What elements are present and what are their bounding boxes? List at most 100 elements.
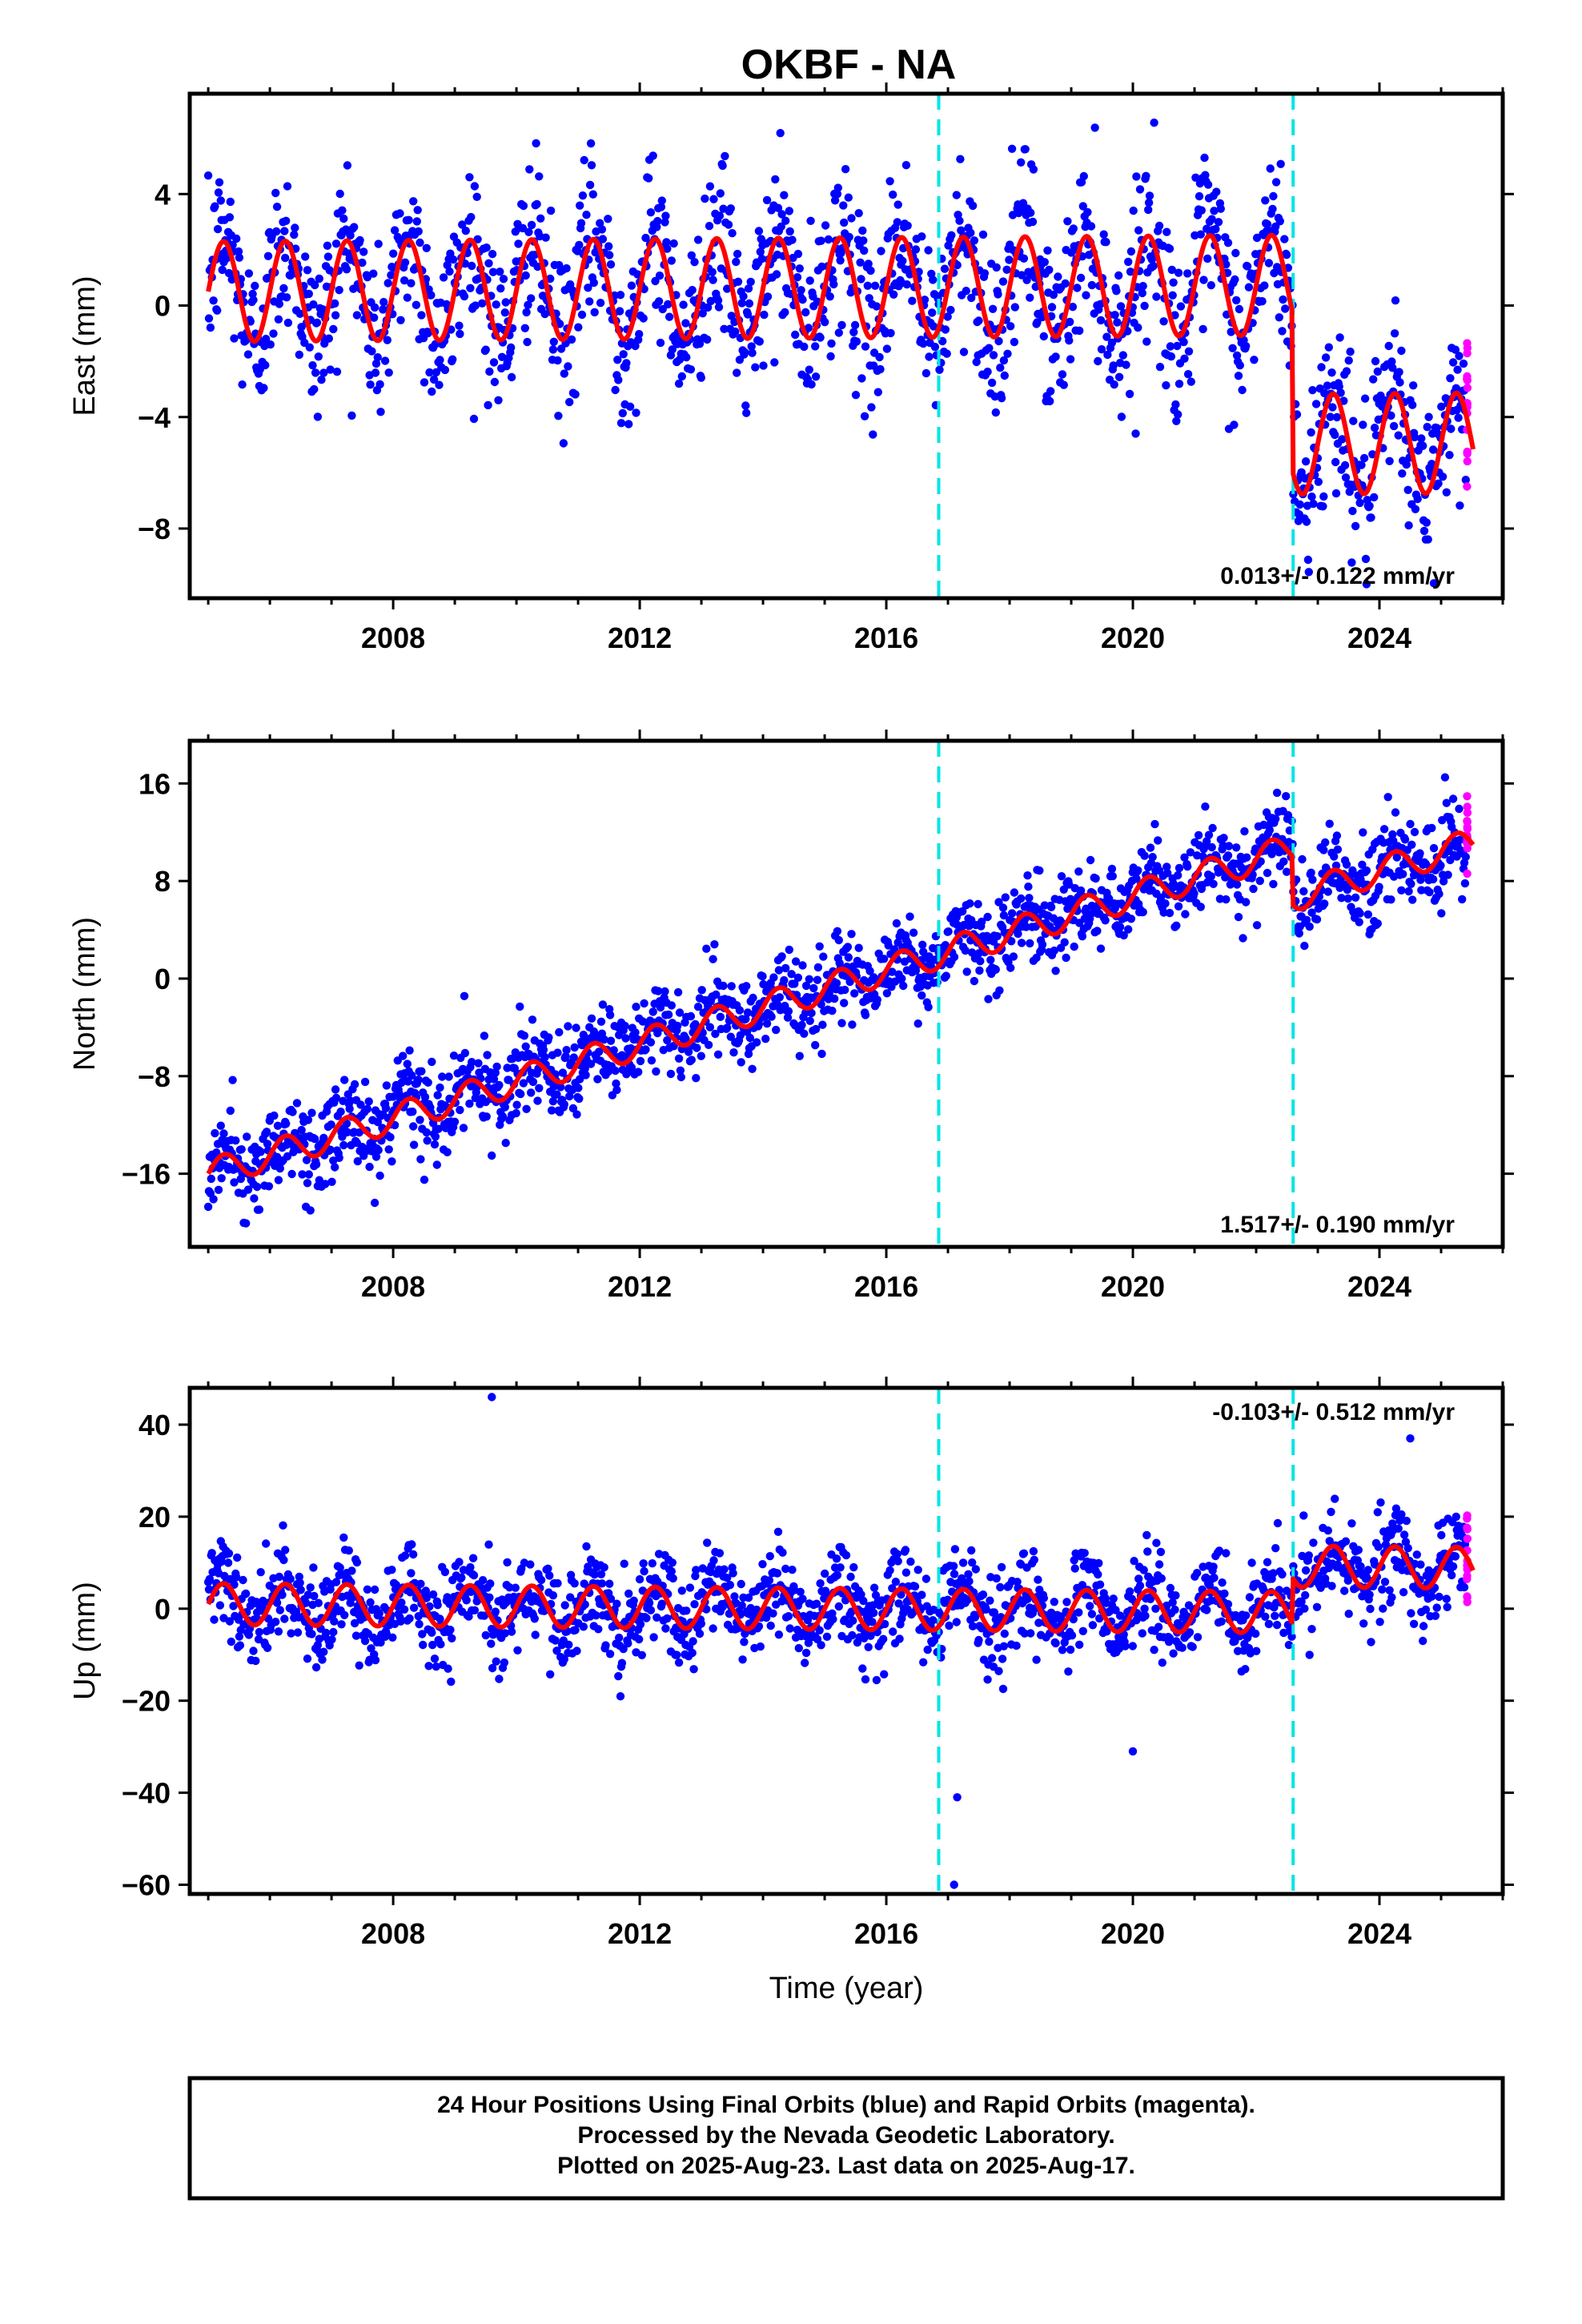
- final-orbit-point: [830, 994, 839, 1003]
- x-tick-label: 2012: [608, 621, 672, 654]
- final-orbit-point: [709, 275, 717, 284]
- final-orbit-point: [655, 271, 665, 280]
- final-orbit-point: [627, 281, 636, 290]
- final-orbit-point: [433, 1091, 442, 1100]
- final-orbit-point: [527, 220, 536, 230]
- final-orbit-point: [403, 293, 412, 302]
- final-orbit-point: [736, 1031, 745, 1039]
- final-orbit-point: [635, 1634, 644, 1644]
- final-orbit-point: [310, 384, 319, 394]
- final-orbit-point: [987, 1654, 997, 1663]
- final-orbit-point: [1075, 1640, 1084, 1649]
- final-orbit-point: [652, 1067, 661, 1076]
- final-orbit-point: [1355, 498, 1364, 508]
- final-orbit-point: [250, 1194, 259, 1203]
- final-orbit-point: [1258, 297, 1267, 306]
- final-orbit-point: [1019, 1549, 1029, 1558]
- final-orbit-point: [677, 1586, 686, 1595]
- final-orbit-point: [1344, 356, 1353, 365]
- final-orbit-point: [997, 1562, 1006, 1572]
- final-orbit-point: [1188, 1642, 1197, 1651]
- final-orbit-point: [288, 1108, 297, 1116]
- final-orbit-point: [702, 944, 711, 953]
- final-orbit-point: [230, 1178, 239, 1187]
- final-orbit-point: [1323, 381, 1332, 390]
- final-orbit-point: [648, 1007, 657, 1016]
- final-orbit-point: [841, 1550, 851, 1560]
- final-orbit-point: [646, 1038, 656, 1047]
- final-orbit-point: [1134, 323, 1142, 332]
- final-orbit-point: [234, 247, 243, 256]
- final-orbit-point: [735, 1006, 745, 1015]
- final-orbit-point: [424, 328, 432, 338]
- final-orbit-point: [436, 1640, 445, 1649]
- final-orbit-point: [1102, 332, 1111, 341]
- final-orbit-point: [379, 298, 388, 307]
- final-orbit-point: [302, 1156, 311, 1164]
- final-orbit-point: [326, 365, 335, 374]
- final-orbit-point: [513, 1646, 522, 1655]
- final-orbit-point: [1138, 907, 1147, 917]
- final-orbit-point: [308, 361, 317, 370]
- final-orbit-point: [1440, 773, 1450, 782]
- final-orbit-point: [1096, 944, 1106, 953]
- final-orbit-point: [347, 1566, 356, 1575]
- final-orbit-point: [416, 1116, 424, 1124]
- final-orbit-point: [688, 286, 697, 295]
- final-orbit-point: [546, 206, 556, 215]
- final-orbit-point: [489, 1075, 499, 1084]
- final-orbit-point: [1330, 852, 1339, 861]
- final-orbit-point: [360, 1636, 370, 1646]
- final-orbit-point: [815, 1626, 824, 1635]
- final-orbit-point: [785, 945, 793, 955]
- final-orbit-point: [983, 1675, 992, 1684]
- final-orbit-point: [467, 212, 476, 222]
- final-orbit-point: [413, 206, 422, 215]
- final-orbit-point: [1166, 1583, 1175, 1593]
- final-orbit-point: [691, 1571, 700, 1581]
- final-orbit-point: [580, 1064, 589, 1073]
- final-orbit-point: [1348, 506, 1357, 516]
- final-orbit-point: [249, 296, 258, 304]
- final-orbit-point: [738, 1655, 747, 1664]
- final-orbit-point: [967, 1546, 976, 1555]
- final-orbit-point: [363, 1104, 372, 1114]
- final-orbit-point: [804, 1638, 813, 1647]
- model-fit-line: [206, 232, 1476, 497]
- final-orbit-point: [523, 337, 532, 347]
- final-orbit-point: [1409, 381, 1418, 390]
- final-orbit-point: [769, 973, 778, 982]
- final-orbit-point: [315, 1176, 323, 1184]
- final-orbit-point: [574, 1084, 583, 1092]
- final-orbit-point: [1167, 265, 1177, 275]
- final-orbit-point: [1260, 281, 1269, 290]
- final-orbit-point: [624, 1589, 633, 1598]
- final-orbit-point: [797, 1020, 806, 1030]
- final-orbit-point: [1140, 851, 1149, 860]
- final-orbit-point: [987, 378, 997, 388]
- final-orbit-point: [888, 967, 897, 976]
- final-orbit-point: [801, 1659, 809, 1667]
- final-orbit-point: [499, 275, 508, 283]
- final-orbit-point: [1361, 554, 1371, 564]
- final-orbit-point: [674, 379, 684, 388]
- y-axis-label: North (mm): [68, 917, 102, 1071]
- final-orbit-point: [687, 251, 696, 260]
- final-orbit-point: [1243, 262, 1252, 271]
- final-orbit-point: [1347, 558, 1356, 567]
- final-orbit-point: [737, 1601, 746, 1610]
- final-orbit-point: [465, 1100, 474, 1108]
- final-orbit-point: [263, 251, 273, 260]
- final-orbit-point: [994, 336, 1003, 346]
- final-orbit-point: [880, 1619, 889, 1629]
- final-orbit-point: [355, 1128, 363, 1137]
- final-orbit-point: [605, 1011, 615, 1019]
- final-orbit-point: [917, 991, 926, 1000]
- final-orbit-point: [920, 296, 930, 304]
- final-orbit-point: [321, 1180, 330, 1188]
- final-orbit-point: [421, 1586, 431, 1595]
- final-orbit-point: [654, 297, 664, 306]
- final-orbit-point: [1151, 1604, 1160, 1614]
- final-orbit-point: [1051, 1638, 1060, 1648]
- final-orbit-point: [1243, 853, 1251, 862]
